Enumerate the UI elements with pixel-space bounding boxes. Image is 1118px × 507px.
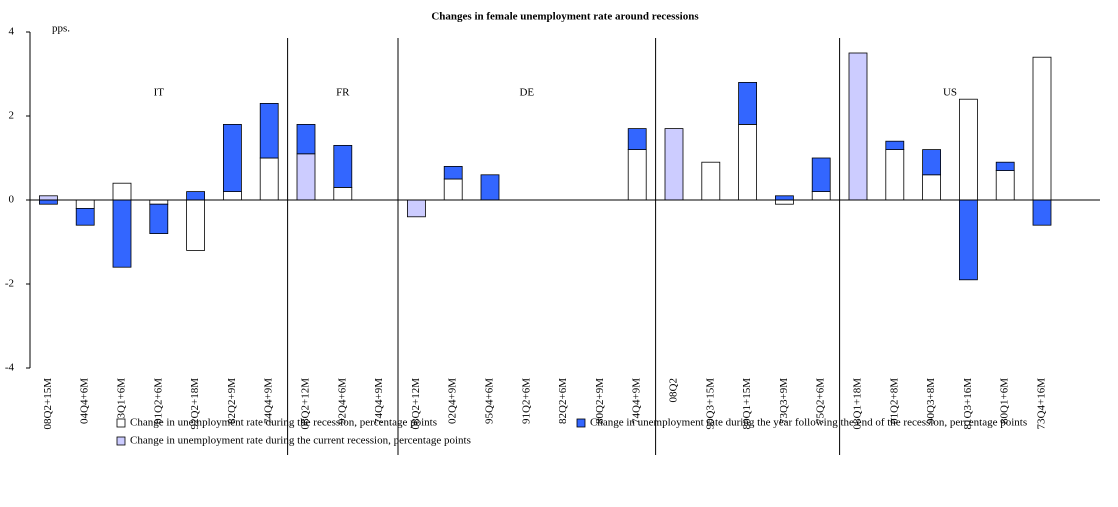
bar xyxy=(627,149,647,201)
x-tick-label: 95Q4+6M xyxy=(484,378,496,424)
legend-label: Change in unemployment rate during the y… xyxy=(590,417,1027,429)
bar xyxy=(775,199,794,205)
y-tick-label: -2 xyxy=(5,278,14,290)
bar xyxy=(885,149,905,201)
legend-swatch xyxy=(116,436,126,446)
x-tick-label: 08Q2+12M xyxy=(410,378,422,430)
legend-label: Change in unemployment rate during the r… xyxy=(130,417,437,429)
bar xyxy=(811,191,831,201)
x-tick-label: 92Q4+6M xyxy=(336,378,348,424)
legend-label: Change in unemployment rate during the c… xyxy=(130,435,471,447)
x-tick-label: 80Q2+9M xyxy=(594,378,606,424)
bar xyxy=(333,186,353,201)
bar xyxy=(149,203,169,234)
bar xyxy=(627,128,647,151)
group-label: US xyxy=(943,87,957,99)
x-tick-label: 80Q1+6M xyxy=(999,378,1011,424)
y-axis-label: pps. xyxy=(52,23,70,35)
x-tick-label: 73Q3+9M xyxy=(778,378,790,424)
bar xyxy=(39,199,58,205)
bar xyxy=(480,174,500,201)
bar xyxy=(333,144,353,188)
x-tick-label: 82Q2+9M xyxy=(226,378,238,424)
x-tick-label: 92Q2+18M xyxy=(189,378,201,430)
x-tick-label: 91Q2+6M xyxy=(520,378,532,424)
bar xyxy=(443,178,463,201)
group-label: IT xyxy=(154,87,165,99)
bar xyxy=(75,199,95,209)
bar xyxy=(186,191,206,201)
bar xyxy=(222,191,242,201)
bar xyxy=(222,124,242,192)
bar xyxy=(701,161,721,201)
bar xyxy=(959,98,978,201)
bar xyxy=(922,174,941,201)
bar xyxy=(296,153,316,201)
y-tick-label: 2 xyxy=(9,110,15,122)
bar xyxy=(738,82,757,125)
x-tick-label: 82Q2+6M xyxy=(557,378,569,424)
bar xyxy=(664,128,684,201)
x-tick-label: 90Q3+8M xyxy=(925,378,937,424)
bar xyxy=(811,157,831,192)
bar xyxy=(75,207,95,226)
bar xyxy=(112,199,132,268)
x-tick-label: 75Q2+6M xyxy=(815,378,827,424)
x-tick-label: 73Q4+16M xyxy=(1036,378,1048,430)
y-tick-label: 4 xyxy=(9,26,15,38)
bar xyxy=(738,124,757,201)
x-tick-label: 08Q2+12M xyxy=(300,378,312,430)
bar xyxy=(995,170,1015,201)
bar xyxy=(186,199,206,251)
bar xyxy=(848,52,868,201)
x-tick-label: 80Q1+15M xyxy=(741,378,753,430)
x-tick-label: 90Q3+15M xyxy=(704,378,716,430)
bar xyxy=(775,195,794,201)
x-tick-label: 04Q4+6M xyxy=(79,378,91,424)
x-tick-label: 81Q3+16M xyxy=(962,378,974,430)
x-tick-label: 01Q2+8M xyxy=(888,378,900,424)
bar xyxy=(149,199,169,205)
x-tick-label: 74Q4+9M xyxy=(631,378,643,424)
bar xyxy=(995,161,1015,171)
bar xyxy=(959,199,978,281)
x-tick-label: 74Q4+9M xyxy=(263,378,275,424)
bar xyxy=(922,149,941,176)
bar xyxy=(39,195,58,201)
x-tick-label: 74Q4+9M xyxy=(373,378,385,424)
x-tick-label: 03Q1+6M xyxy=(116,378,128,424)
legend-swatch xyxy=(116,418,126,428)
group-label: FR xyxy=(336,87,350,99)
bar xyxy=(406,199,426,218)
x-tick-label: 08Q2+15M xyxy=(42,378,54,430)
x-tick-label: 02Q4+9M xyxy=(447,378,459,424)
group-label: DE xyxy=(519,87,534,99)
y-tick-label: 0 xyxy=(9,194,15,206)
bar xyxy=(885,140,905,150)
x-tick-label: 08Q1+18M xyxy=(852,378,864,430)
bar xyxy=(259,157,279,201)
bar xyxy=(1032,199,1052,226)
bar xyxy=(112,182,132,201)
bar xyxy=(443,165,463,180)
x-tick-label: 01Q2+6M xyxy=(152,378,164,424)
x-tick-label: 08Q2 xyxy=(668,378,680,402)
legend-swatch xyxy=(576,418,586,428)
bar xyxy=(296,124,316,155)
y-tick-label: -4 xyxy=(5,362,15,374)
bar xyxy=(1032,56,1052,201)
bar xyxy=(259,103,279,159)
chart-title: Changes in female unemployment rate arou… xyxy=(431,11,699,23)
